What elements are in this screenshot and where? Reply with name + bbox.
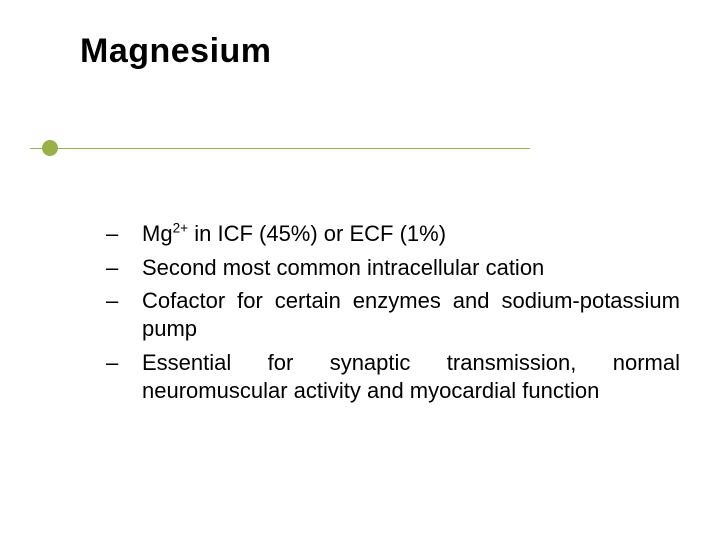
dash-icon: – [106,349,118,377]
slide: Magnesium – Mg2+ in ICF (45%) or ECF (1%… [0,0,720,540]
body-area: – Mg2+ in ICF (45%) or ECF (1%) – Second… [90,220,680,410]
dash-icon: – [106,254,118,282]
bullet-text: Essential for synaptic transmission, nor… [142,350,680,403]
accent-dot-icon [42,140,58,156]
title-area: Magnesium [80,32,272,71]
bullet-text: Second most common intracellular cation [142,255,544,280]
bullet-text: Mg2+ in ICF (45%) or ECF (1%) [142,221,446,246]
slide-title: Magnesium [80,32,272,71]
list-item: – Mg2+ in ICF (45%) or ECF (1%) [90,220,680,248]
list-item: – Essential for synaptic transmission, n… [90,349,680,404]
list-item: – Cofactor for certain enzymes and sodiu… [90,287,680,342]
dash-icon: – [106,287,118,315]
dash-icon: – [106,220,118,248]
list-item: – Second most common intracellular catio… [90,254,680,282]
bullet-text: Cofactor for certain enzymes and sodium-… [142,288,680,341]
title-rule [30,148,530,149]
